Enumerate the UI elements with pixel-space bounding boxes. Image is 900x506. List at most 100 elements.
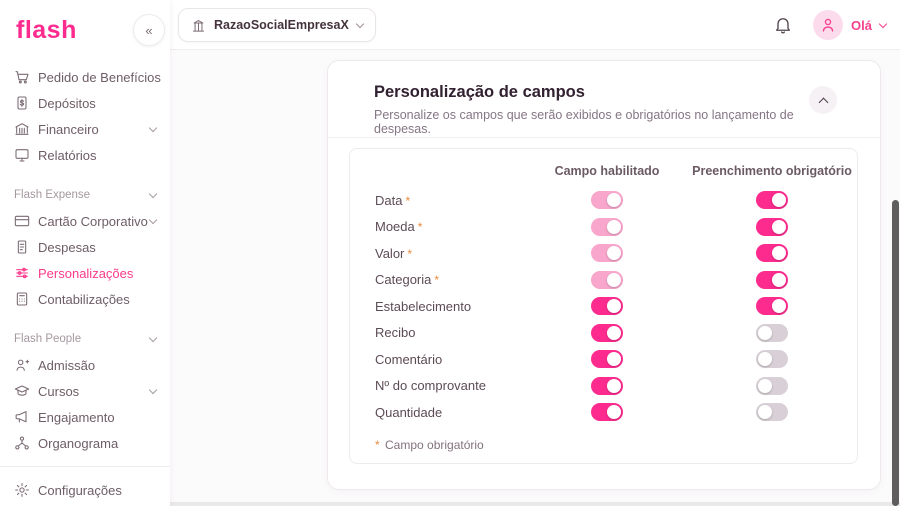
sidebar-collapse-button[interactable]: « [133,14,165,46]
sidebar-divider [0,466,170,467]
mandatory-toggle-cell [687,323,857,342]
mandatory-toggle-cell [687,191,857,210]
toggle-knob [758,405,772,420]
enabled-toggle[interactable] [591,297,623,316]
graduation-cap-icon [14,383,30,399]
footnote-text: Campo obrigatório [385,437,484,452]
mandatory-toggle[interactable] [756,270,788,289]
enabled-toggle-cell [527,191,687,210]
sidebar-item-label: Organograma [38,435,119,451]
bell-icon[interactable] [773,15,793,35]
mandatory-toggle-cell [687,270,857,289]
field-label: Valor * [375,245,413,261]
field-row: Quantidade [350,399,857,426]
org-chart-icon [14,435,30,451]
field-label: Moeda * [375,219,423,235]
table-header-row: Campo habilitado Preenchimento obrigatór… [350,149,857,187]
enabled-toggle-cell [527,403,687,422]
mandatory-toggle-cell [687,403,857,422]
cart-icon [14,69,30,85]
sidebar-group-flash-expense[interactable]: Flash Expense [0,182,170,208]
field-row: Estabelecimento [350,293,857,320]
sidebar-item-configuracoes[interactable]: Configurações [0,477,170,503]
toggle-knob [772,299,786,314]
sidebar-item-contabilizacoes[interactable]: Contabilizações [0,286,170,312]
collapse-arrows-icon: « [145,22,153,38]
sidebar-item-cursos[interactable]: Cursos [0,378,170,404]
chevron-down-icon [148,189,158,198]
sidebar-item-admissao[interactable]: Admissão [0,352,170,378]
enabled-toggle[interactable] [591,323,623,342]
sidebar-group-flash-people[interactable]: Flash People [0,326,170,352]
mandatory-toggle[interactable] [756,297,788,316]
enabled-toggle[interactable] [591,376,623,395]
field-row: Recibo [350,320,857,347]
deposit-icon [14,95,30,111]
required-marker: * [417,220,423,235]
user-menu[interactable]: Olá [813,10,888,40]
sidebar-item-cartao-corporativo[interactable]: Cartão Corporativo [0,208,170,234]
field-row: Valor * [350,240,857,267]
enabled-toggle[interactable] [591,350,623,369]
sidebar-item-label: Relatórios [38,147,97,163]
receipt-icon [14,239,30,255]
mandatory-toggle[interactable] [756,244,788,263]
toggle-knob [772,272,786,287]
card-collapse-button[interactable] [809,86,837,114]
enabled-toggle[interactable] [591,217,623,236]
field-row: Nº do comprovante [350,373,857,400]
mandatory-toggle[interactable] [756,350,788,369]
sidebar-item-personalizacoes[interactable]: Personalizações [0,260,170,286]
chevron-down-icon [148,333,158,342]
field-row: Data * [350,187,857,214]
mandatory-toggle-cell [687,297,857,316]
toggle-knob [772,193,786,208]
topbar: RazaoSocialEmpresaX Olá [170,0,900,50]
sidebar-item-label: Admissão [38,357,96,373]
card-title: Personalização de campos [374,83,585,101]
enabled-toggle[interactable] [591,244,623,263]
column-header-mandatory: Preenchimento obrigatório [692,164,852,178]
sidebar-item-financeiro[interactable]: Financeiro [0,116,170,142]
sidebar-item-pedido-de-beneficios[interactable]: Pedido de Benefícios [0,64,170,90]
sidebar-item-despesas[interactable]: Despesas [0,234,170,260]
chevron-up-icon [818,97,828,107]
chevron-down-icon [355,19,365,28]
fields-table: Campo habilitado Preenchimento obrigatór… [349,148,858,464]
sidebar-item-label: Personalizações [38,265,134,281]
required-marker: * [405,193,411,208]
enabled-toggle[interactable] [591,270,623,289]
vertical-scrollbar-thumb[interactable] [892,200,899,506]
required-marker: * [375,437,380,452]
mandatory-toggle[interactable] [756,191,788,210]
enabled-toggle[interactable] [591,403,623,422]
sidebar-item-depositos[interactable]: Depósitos [0,90,170,116]
group-label: Flash People [14,333,82,345]
sidebar-item-label: Financeiro [38,121,99,137]
user-plus-icon [14,357,30,373]
toggle-knob [607,299,621,314]
sidebar-item-engajamento[interactable]: Engajamento [0,404,170,430]
mandatory-toggle[interactable] [756,323,788,342]
enabled-toggle-cell [527,376,687,395]
sidebar-item-relatorios[interactable]: Relatórios [0,142,170,168]
field-row: Categoria * [350,267,857,294]
field-label: Categoria * [375,272,440,288]
column-header-enabled: Campo habilitado [554,164,660,178]
sidebar-item-label: Cursos [38,383,80,399]
user-greeting: Olá [851,17,872,33]
company-selector[interactable]: RazaoSocialEmpresaX [178,8,376,42]
mandatory-toggle[interactable] [756,376,788,395]
toggle-knob [758,352,772,367]
sidebar-item-label: Cartão Corporativo [38,213,148,229]
toggle-knob [772,246,786,261]
calculator-icon [14,291,30,307]
enabled-toggle[interactable] [591,191,623,210]
mandatory-toggle[interactable] [756,217,788,236]
sliders-icon [14,265,30,281]
enabled-toggle-cell [527,323,687,342]
sidebar-item-organograma[interactable]: Organograma [0,430,170,456]
monitor-icon [14,147,30,163]
mandatory-toggle[interactable] [756,403,788,422]
